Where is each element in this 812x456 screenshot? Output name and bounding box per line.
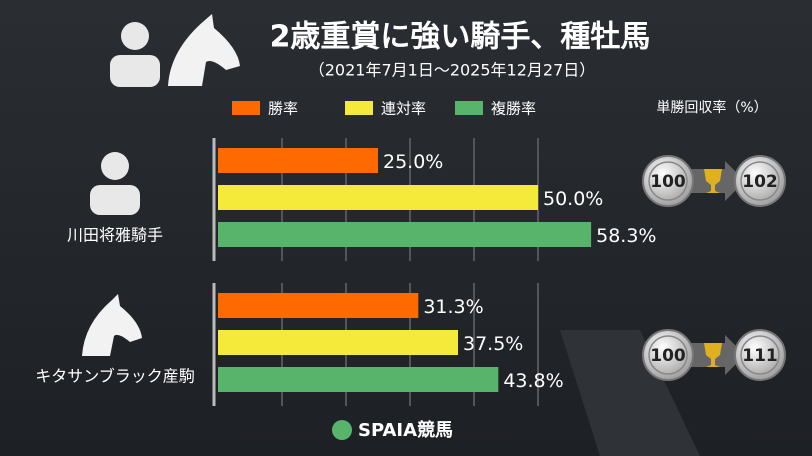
- chart-title: 2歳重賞に強い騎手、種牡馬: [270, 20, 651, 55]
- coin-value: 100: [650, 172, 686, 192]
- category-label: キタサンブラック産駒: [35, 367, 195, 386]
- bar: [218, 185, 538, 210]
- value-label: 43.8%: [503, 370, 563, 392]
- value-label: 50.0%: [543, 188, 603, 210]
- coin-inner: [740, 335, 780, 375]
- trophy: [704, 169, 722, 193]
- jockey-icon: [90, 152, 140, 215]
- coin: [734, 329, 786, 381]
- coin-value: 111: [742, 346, 778, 366]
- bar: [218, 148, 378, 173]
- horse-icon: [168, 14, 240, 86]
- category-label: 川田将雅騎手: [67, 226, 163, 245]
- bar: [218, 222, 592, 247]
- coin: [642, 155, 694, 207]
- chart-subtitle: （2021年7月1日～2025年12月27日）: [309, 61, 596, 80]
- value-label: 58.3%: [596, 225, 656, 247]
- coin: [642, 329, 694, 381]
- value-label: 31.3%: [423, 296, 483, 318]
- return-rate-label: 単勝回収率（%）: [656, 99, 767, 116]
- decor: [560, 330, 700, 456]
- coin-value: 102: [742, 172, 778, 192]
- legend-swatch: [345, 101, 373, 115]
- jockey-icon: [110, 22, 160, 87]
- legend-label: 複勝率: [491, 100, 536, 118]
- coin-inner: [740, 161, 780, 201]
- value-label: 37.5%: [463, 333, 523, 355]
- bar: [218, 293, 419, 318]
- bar: [218, 330, 458, 355]
- legend-swatch: [455, 101, 483, 115]
- trophy: [704, 343, 722, 367]
- coin-inner: [648, 161, 688, 201]
- coin-value: 100: [650, 346, 686, 366]
- legend-label: 連対率: [381, 100, 426, 118]
- coin: [734, 155, 786, 207]
- value-label: 25.0%: [383, 151, 443, 173]
- coin-inner: [648, 335, 688, 375]
- logo: SPAIA競馬: [332, 419, 453, 441]
- legend-swatch: [232, 101, 260, 115]
- brand: SPAIA競馬: [358, 419, 453, 441]
- legend-label: 勝率: [268, 100, 298, 118]
- horse-icon: [82, 294, 142, 356]
- bar: [218, 367, 499, 392]
